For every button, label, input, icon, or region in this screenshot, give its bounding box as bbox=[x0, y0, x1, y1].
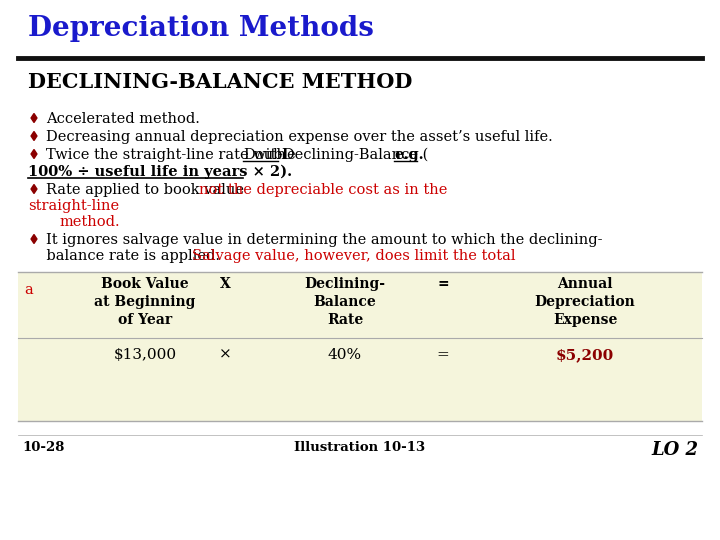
Text: Rate applied to book value: Rate applied to book value bbox=[46, 183, 248, 197]
Text: straight-line: straight-line bbox=[28, 199, 119, 213]
Text: Decreasing annual depreciation expense over the asset’s useful life.: Decreasing annual depreciation expense o… bbox=[46, 130, 553, 144]
Text: ×: × bbox=[219, 348, 231, 362]
Polygon shape bbox=[31, 132, 37, 140]
Text: LO 2: LO 2 bbox=[651, 441, 698, 459]
Text: Salvage value, however, does limit the total: Salvage value, however, does limit the t… bbox=[192, 249, 516, 263]
Text: Depreciation Methods: Depreciation Methods bbox=[28, 15, 374, 42]
Polygon shape bbox=[31, 150, 37, 159]
Text: not the depreciable cost as in the: not the depreciable cost as in the bbox=[199, 183, 447, 197]
Text: DECLINING-BALANCE METHOD: DECLINING-BALANCE METHOD bbox=[28, 72, 413, 92]
Polygon shape bbox=[31, 113, 37, 123]
Text: $5,200: $5,200 bbox=[556, 348, 614, 362]
Text: Illustration 10-13: Illustration 10-13 bbox=[294, 441, 426, 454]
Text: balance rate is applied.: balance rate is applied. bbox=[28, 249, 225, 263]
Text: Twice the straight-line rate with: Twice the straight-line rate with bbox=[46, 148, 290, 162]
Text: -Declining-Balance (: -Declining-Balance ( bbox=[278, 148, 428, 163]
Text: Accelerated method.: Accelerated method. bbox=[46, 112, 200, 126]
Text: 100% ÷ useful life in years × 2).: 100% ÷ useful life in years × 2). bbox=[28, 165, 292, 179]
Text: 40%: 40% bbox=[328, 348, 362, 362]
Text: $13,000: $13,000 bbox=[114, 348, 176, 362]
Text: =: = bbox=[436, 348, 449, 362]
Bar bbox=[18, 273, 702, 421]
Text: =: = bbox=[437, 277, 449, 291]
Text: Annual
Depreciation
Expense: Annual Depreciation Expense bbox=[535, 277, 635, 327]
Text: Declining-
Balance
Rate: Declining- Balance Rate bbox=[305, 277, 385, 327]
Text: Double: Double bbox=[243, 148, 296, 162]
Polygon shape bbox=[31, 234, 37, 244]
Text: 10-28: 10-28 bbox=[22, 441, 64, 454]
Text: It ignores salvage value in determining the amount to which the declining-: It ignores salvage value in determining … bbox=[46, 233, 603, 247]
Text: method.: method. bbox=[60, 215, 121, 229]
Text: e.g.: e.g. bbox=[394, 148, 423, 162]
Text: a: a bbox=[24, 283, 32, 297]
Text: X: X bbox=[220, 277, 230, 291]
Polygon shape bbox=[31, 185, 37, 193]
Text: Book Value
at Beginning
of Year: Book Value at Beginning of Year bbox=[94, 277, 196, 327]
